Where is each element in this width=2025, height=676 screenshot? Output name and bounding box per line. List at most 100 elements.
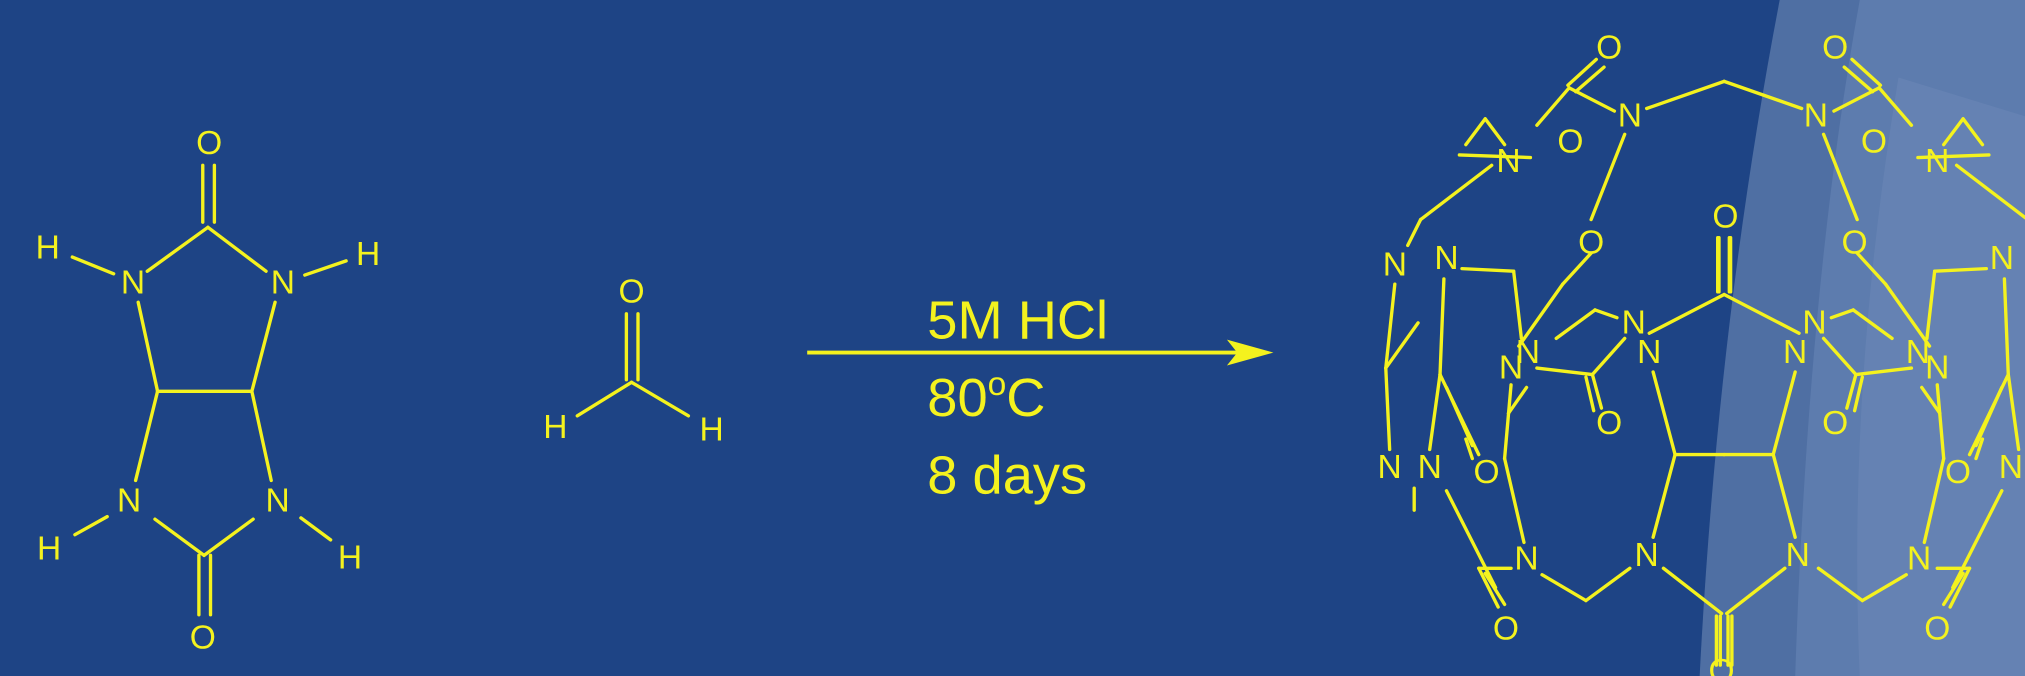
bond	[1457, 153, 1533, 160]
atom-label: N	[1783, 334, 1807, 371]
bond	[1464, 117, 1487, 147]
atom-label: O	[1473, 454, 1499, 491]
bond	[1855, 251, 1888, 286]
atom-label: N	[1496, 143, 1520, 180]
bond	[1961, 117, 1985, 147]
bond	[1852, 375, 1865, 413]
bond	[1722, 79, 1804, 111]
bond	[1517, 282, 1565, 348]
bond	[1502, 383, 1513, 461]
atom-label: O	[1596, 405, 1622, 442]
reaction-arrow	[807, 339, 1274, 366]
bond	[1593, 308, 1619, 320]
atom-label: H	[37, 530, 61, 567]
atom-label: H	[338, 539, 362, 576]
bond	[1554, 308, 1597, 341]
atom-label: N	[1378, 449, 1402, 486]
bond	[1590, 336, 1627, 377]
bond	[2006, 372, 2021, 452]
bond	[1406, 217, 1423, 248]
atom-label: O	[1945, 454, 1971, 491]
bond	[1722, 292, 1801, 335]
atom-label: N	[1907, 541, 1931, 578]
atom-label: H	[699, 412, 723, 449]
time: 8 days	[927, 445, 1087, 505]
atom-label: N	[1802, 304, 1826, 341]
bond	[1845, 372, 1858, 410]
atom-label: O	[196, 125, 222, 162]
bond	[1854, 366, 1914, 377]
bond	[1428, 372, 1442, 452]
bond	[1384, 282, 1397, 370]
atom-label: N	[1499, 350, 1523, 387]
atom-label: O	[1822, 29, 1848, 66]
bond	[1948, 566, 1972, 609]
bond	[1851, 308, 1894, 341]
bond	[1535, 366, 1595, 377]
atom-label: O	[1557, 124, 1583, 161]
atom-label: N	[1516, 334, 1540, 371]
atom-label: O	[1596, 29, 1622, 66]
atom-label: N	[1804, 98, 1828, 135]
bond	[1651, 370, 1677, 457]
atom-label: N	[117, 483, 141, 520]
bond	[1540, 573, 1588, 603]
atom-label: N	[1637, 334, 1661, 371]
atom-label: N	[266, 483, 290, 520]
bond	[1883, 282, 1932, 348]
bond	[1877, 86, 1914, 127]
atom-label: N	[1514, 541, 1538, 578]
bond	[1647, 292, 1726, 335]
temperature: 80oC	[927, 366, 1045, 428]
bond	[1584, 375, 1596, 413]
atom-label: O	[1709, 653, 1735, 676]
bond	[1483, 117, 1507, 147]
atom-label: O	[1822, 405, 1848, 442]
atom-label: N	[1990, 240, 2014, 277]
reagent: 5M HCl	[927, 290, 1108, 350]
degree-sign: o	[988, 366, 1007, 403]
atom-label: H	[356, 236, 380, 273]
bond	[1922, 456, 1946, 545]
bond	[1850, 57, 1883, 87]
atom-label: N	[1906, 334, 1930, 371]
bond	[1506, 385, 1529, 415]
bond	[1444, 385, 1474, 448]
product-bonds	[1384, 57, 2025, 667]
atom-label: O	[1861, 124, 1887, 161]
bond	[1464, 437, 1474, 461]
bond	[1661, 566, 1724, 616]
bond	[1535, 86, 1571, 127]
atom-label: O	[1712, 198, 1738, 235]
bond	[1584, 566, 1632, 603]
bond	[1829, 308, 1855, 320]
atom-label: N	[1999, 449, 2023, 486]
bond	[1460, 266, 1516, 273]
atom-label: N	[1635, 537, 1659, 574]
atom-label: N	[1418, 449, 1442, 486]
bond	[2002, 277, 2010, 377]
bond	[1954, 163, 2025, 220]
temperature-unit: C	[1006, 368, 1045, 428]
atom-label: N	[1925, 350, 1949, 387]
atom-label: N	[271, 264, 295, 301]
bond	[1771, 370, 1797, 457]
bond	[1418, 163, 1494, 222]
bond	[1589, 132, 1627, 222]
bond	[1384, 366, 1392, 452]
bond	[1860, 573, 1908, 603]
atom-label: N	[1622, 304, 1646, 341]
reactant1-bonds	[70, 163, 348, 617]
atom-label: N	[1618, 98, 1642, 135]
bond	[1925, 269, 1937, 341]
bond	[1438, 277, 1446, 377]
bond	[1916, 153, 1991, 160]
bond	[1590, 372, 1604, 410]
bond	[1444, 489, 1498, 590]
atom-label: O	[190, 620, 216, 657]
atom-label: H	[36, 229, 60, 266]
bond	[1771, 452, 1797, 539]
